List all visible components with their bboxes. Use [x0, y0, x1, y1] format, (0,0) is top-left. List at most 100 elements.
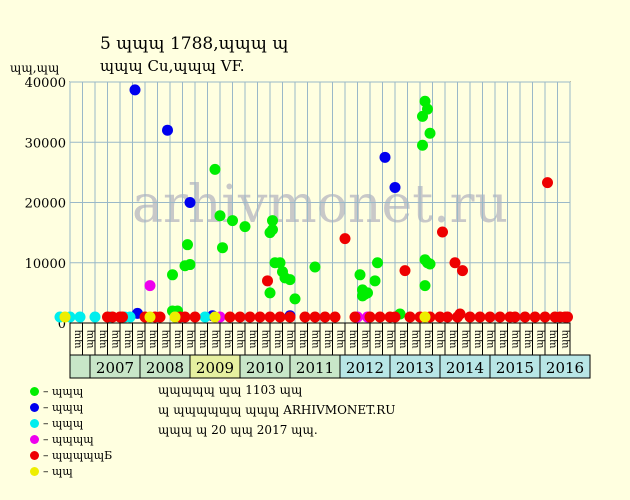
note-line-3: ɰɰɰ ɰ 20 ɰɰ 2017 ɰɰ. [158, 423, 318, 437]
quarter-label: ɰɰ [510, 329, 521, 348]
y-axis-unit: ɰɰ,ɰɰ [10, 61, 59, 75]
data-point [89, 311, 101, 323]
legend-label: – ɰɰɰɰɰБ [43, 449, 113, 462]
data-point [169, 311, 181, 323]
data-point [399, 265, 411, 277]
data-point [209, 163, 221, 175]
data-point [424, 258, 436, 270]
data-point [264, 287, 276, 299]
legend-marker-icon [30, 419, 39, 428]
quarter-label: ɰɰ [297, 329, 308, 348]
quarter-label: ɰɰ [372, 329, 383, 348]
data-point [374, 311, 386, 323]
quarter-label: ɰɰ [197, 329, 208, 348]
y-tick-label: 20000 [25, 197, 66, 212]
data-point [309, 311, 321, 323]
data-point [362, 287, 373, 299]
year-label: 2013 [396, 359, 434, 377]
quarter-label: ɰɰ [347, 329, 358, 348]
quarter-label: ɰɰ [535, 329, 546, 348]
data-point [274, 311, 286, 323]
y-tick-label: 0 [58, 317, 66, 332]
data-point [454, 308, 466, 320]
quarter-label: ɰɰ [222, 329, 233, 348]
quarter-label: ɰɰ [485, 329, 496, 348]
data-point [59, 311, 71, 323]
data-point [254, 311, 266, 323]
data-point [224, 311, 236, 323]
legend-item: – ɰɰɰ [30, 384, 83, 399]
legend-marker-icon [30, 403, 39, 412]
quarter-label: ɰɰ [385, 329, 396, 348]
data-point [484, 311, 496, 323]
data-point [209, 311, 221, 323]
data-point [422, 103, 433, 115]
data-point [274, 257, 286, 269]
data-point [167, 269, 178, 281]
data-point [389, 311, 401, 323]
year-label: 2008 [146, 359, 184, 377]
year-label: 2014 [446, 359, 484, 377]
data-point [162, 124, 173, 136]
data-point [214, 210, 226, 222]
quarter-label: ɰɰ [272, 329, 283, 348]
legend-marker-icon [30, 467, 39, 476]
data-point [309, 261, 321, 273]
quarter-label: ɰɰ [185, 329, 196, 348]
data-point [184, 197, 196, 208]
legend-item: – ɰɰɰ [30, 400, 83, 415]
legend-item: – ɰɰ [30, 464, 73, 479]
data-point [284, 311, 296, 323]
data-point [117, 311, 128, 323]
quarter-label: ɰɰ [547, 329, 558, 348]
quarter-label: ɰɰ [322, 329, 333, 348]
quarter-label: ɰɰ [247, 329, 258, 348]
quarter-label: ɰɰ [310, 329, 321, 348]
quarter-label: ɰɰ [172, 329, 183, 348]
year-label: 2012 [346, 359, 384, 377]
data-point [284, 274, 296, 286]
quarter-label: ɰɰ [410, 329, 421, 348]
data-point [227, 215, 238, 227]
data-point [179, 311, 191, 323]
quarter-label: ɰɰ [522, 329, 533, 348]
data-point [417, 139, 428, 151]
year-label: 2016 [546, 359, 584, 377]
data-point [129, 84, 141, 96]
data-point [329, 311, 341, 323]
data-point [289, 293, 301, 305]
quarter-label: ɰɰ [147, 329, 158, 348]
data-point [189, 311, 201, 323]
quarter-label: ɰɰ [85, 329, 96, 348]
data-point [424, 127, 436, 139]
legend-label: – ɰɰɰ [43, 385, 84, 398]
data-point [144, 280, 156, 292]
data-point [542, 177, 553, 189]
legend-marker-icon [30, 435, 39, 444]
data-point [464, 311, 476, 323]
quarter-label: ɰɰ [72, 329, 83, 348]
data-point [299, 311, 311, 323]
quarter-label: ɰɰ [285, 329, 296, 348]
data-point [234, 311, 246, 323]
data-point [154, 311, 166, 323]
data-point [449, 257, 461, 269]
data-point [264, 311, 276, 323]
data-point [562, 311, 573, 323]
data-point [364, 311, 376, 323]
data-point [372, 257, 383, 269]
data-point [379, 151, 391, 163]
legend-label: – ɰɰ [43, 465, 73, 478]
data-point [457, 265, 468, 277]
data-point [494, 311, 506, 323]
quarter-label: ɰɰ [497, 329, 508, 348]
legend-item: – ɰɰɰɰɰБ [30, 448, 112, 463]
data-point [339, 233, 351, 245]
data-point [419, 311, 431, 323]
data-point [389, 181, 401, 193]
quarter-label: ɰɰ [260, 329, 271, 348]
legend-marker-icon [30, 387, 39, 396]
data-point [539, 311, 551, 323]
quarter-label: ɰɰ [235, 329, 246, 348]
